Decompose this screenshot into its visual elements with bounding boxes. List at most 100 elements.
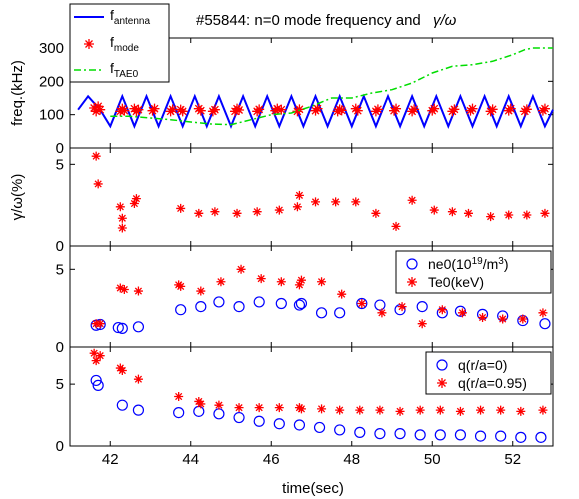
data-point	[313, 421, 326, 434]
data-point	[95, 104, 106, 115]
data-point	[504, 210, 514, 220]
data-point	[213, 296, 225, 308]
data-point	[116, 322, 128, 334]
legend-box	[395, 250, 552, 294]
data-point	[394, 428, 406, 440]
data-point	[463, 208, 473, 218]
data-point	[355, 405, 365, 415]
x-tick-label: 46	[263, 451, 280, 468]
data-point	[377, 308, 387, 318]
chart-title: #55844: n=0 mode frequency and γ/ω	[196, 12, 457, 29]
data-point	[449, 104, 460, 115]
data-point	[89, 348, 99, 358]
data-point	[116, 399, 128, 411]
legend: ne0(1019/m3) Te0(keV)	[395, 250, 552, 294]
panel-density-temperature: 0 5 ne0(1019/m3) Te0(keV)	[56, 245, 554, 356]
data-point	[357, 298, 367, 308]
data-point	[196, 286, 206, 296]
y-tick-label: 0	[56, 339, 64, 356]
data-point	[90, 374, 102, 387]
data-point	[272, 103, 283, 114]
data-point	[334, 424, 346, 436]
y-tick-label: 200	[39, 73, 64, 90]
data-point	[538, 308, 548, 318]
x-tick-label: 44	[182, 451, 199, 468]
legend-swatch	[407, 277, 417, 287]
data-point	[149, 103, 160, 114]
data-point	[274, 403, 284, 413]
data-point	[352, 105, 363, 116]
data-point	[434, 429, 446, 441]
data-point	[356, 297, 368, 310]
x-tick-label: 48	[343, 451, 360, 468]
data-point	[294, 190, 304, 200]
series-0	[77, 93, 554, 129]
y-tick-label: 0	[56, 238, 64, 255]
data-point	[515, 431, 527, 443]
data-point	[252, 207, 262, 217]
data-point	[167, 104, 178, 115]
data-point	[397, 302, 407, 312]
legend-swatch	[84, 39, 94, 49]
data-point	[210, 207, 220, 217]
data-point	[194, 208, 204, 218]
data-point	[372, 104, 383, 115]
data-point	[496, 405, 506, 415]
data-point	[454, 305, 467, 317]
data-point	[233, 411, 245, 424]
legend-label: fmode	[110, 34, 139, 54]
data-point	[414, 429, 426, 441]
data-point	[540, 208, 550, 218]
data-point	[478, 312, 488, 322]
data-point	[132, 321, 145, 333]
data-point	[195, 105, 206, 116]
panel-safety-factor: 0 5 q(r/a=0) q(r/a=0.95)	[56, 346, 554, 455]
data-point	[256, 274, 266, 284]
data-point	[117, 223, 127, 233]
series-dashdot-line	[110, 47, 553, 126]
legend-label: fantenna	[110, 7, 150, 27]
data-point	[296, 275, 306, 285]
data-point	[294, 104, 305, 115]
data-point	[331, 197, 341, 207]
data-point	[375, 405, 385, 415]
data-point	[351, 197, 361, 207]
data-point	[417, 319, 427, 329]
data-point	[175, 304, 187, 316]
series-2	[110, 47, 553, 126]
data-point	[254, 403, 264, 413]
y-tick-label: 300	[39, 40, 64, 57]
data-point	[176, 281, 186, 291]
x-tick-label: 42	[102, 451, 119, 468]
data-point	[538, 405, 548, 415]
data-point	[115, 283, 125, 293]
data-point	[474, 430, 487, 442]
legend-swatch	[406, 258, 418, 270]
y-tick-label: 100	[39, 107, 64, 124]
data-point	[429, 103, 440, 114]
data-point	[133, 374, 143, 384]
data-point	[454, 429, 467, 441]
data-point	[173, 406, 185, 419]
data-point	[371, 208, 381, 218]
data-point	[317, 404, 327, 414]
data-point	[457, 308, 467, 318]
data-point	[518, 314, 528, 324]
data-point	[535, 431, 547, 443]
data-point	[91, 356, 101, 366]
data-point	[93, 101, 104, 112]
x-axis: 42 44 46 48 50 52	[102, 451, 521, 468]
data-point	[409, 104, 420, 115]
data-point	[112, 321, 124, 334]
data-point	[95, 351, 105, 361]
data-point	[117, 366, 127, 376]
data-point	[129, 199, 139, 209]
panels: 0100200300freq.(kHz)fantennafmodefTAE005…	[9, 3, 554, 455]
data-point	[447, 207, 457, 217]
data-point	[95, 319, 105, 329]
chart-title-symbol: γ/ω	[433, 12, 457, 29]
series-1	[89, 348, 548, 416]
legend-swatch	[437, 378, 447, 388]
series-1	[91, 264, 548, 329]
